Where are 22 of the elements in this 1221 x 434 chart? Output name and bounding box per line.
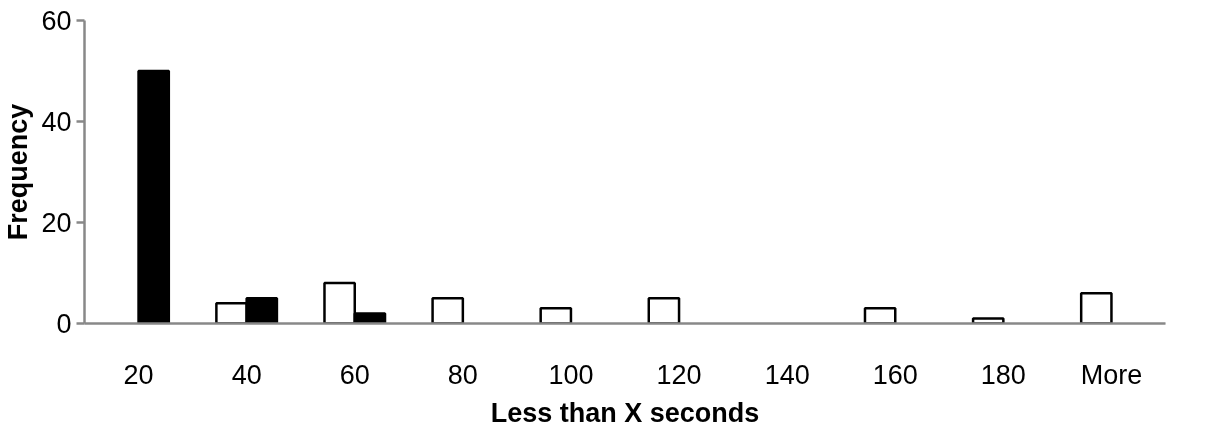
bar: [647, 297, 681, 324]
x-tick-label: More: [1080, 359, 1143, 390]
x-tick-label: 120: [656, 359, 702, 390]
y-tick-label: 60: [41, 6, 72, 36]
bar: [137, 69, 171, 324]
bar: [1079, 291, 1113, 324]
x-tick-label: 20: [123, 359, 154, 390]
y-tick-label: 20: [41, 208, 72, 238]
x-tick-label: 160: [872, 359, 918, 390]
bar: [863, 307, 897, 324]
bar: [431, 297, 465, 324]
bar: [539, 307, 573, 324]
x-tick-label: 80: [447, 359, 478, 390]
y-axis-title: Frequency: [3, 103, 34, 241]
y-tick-label: 0: [56, 309, 72, 339]
x-tick-label: 40: [231, 359, 262, 390]
x-tick-label: 180: [980, 359, 1026, 390]
x-tick-label: 100: [548, 359, 594, 390]
y-tick-label: 40: [41, 107, 72, 137]
x-axis-title: Less than X seconds: [490, 397, 760, 428]
x-tick-label: 140: [764, 359, 810, 390]
x-tick-label: 60: [339, 359, 370, 390]
